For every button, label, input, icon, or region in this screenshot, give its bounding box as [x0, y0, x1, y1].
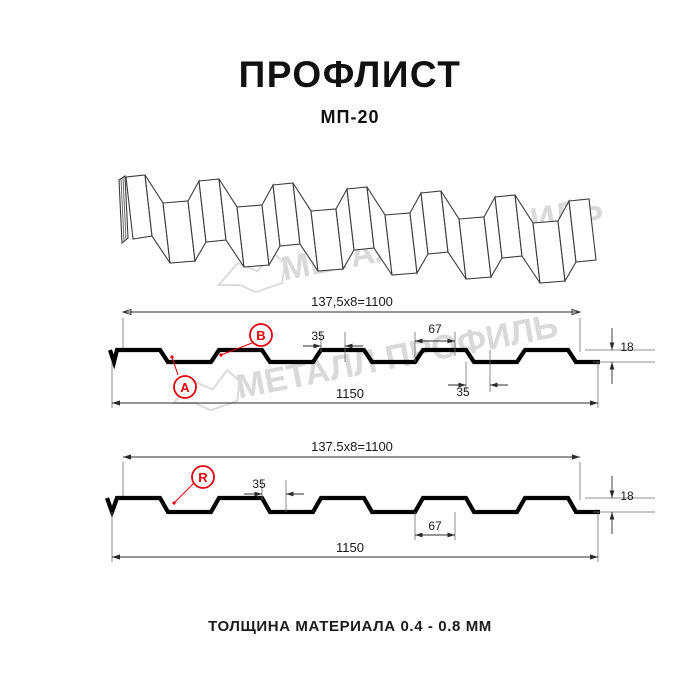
arrow-in [286, 491, 294, 497]
arrow-right [447, 532, 455, 538]
dim-rib-top-label: 35 [252, 477, 266, 491]
arrow-in [458, 382, 466, 388]
callout-a[interactable]: A [170, 355, 197, 399]
arrow-left [415, 338, 423, 344]
callout-anchor-dot [172, 501, 176, 505]
arrow-left [121, 308, 132, 316]
callout-r-label: R [198, 470, 208, 485]
arrow-down [609, 342, 615, 350]
profile-section-r: 137.5x8=1100 35 67 18 [105, 439, 655, 562]
arrow-left [415, 532, 423, 538]
callout-leader-line [173, 482, 195, 504]
dim-total-width-label: 1150 [336, 540, 364, 555]
callout-anchor-dot [170, 355, 174, 359]
product-model-label: МП-20 [320, 107, 380, 127]
dim-height-label: 18 [620, 340, 634, 354]
dim-total-width-label: 1150 [336, 386, 364, 401]
arrow-left [112, 554, 120, 560]
arrow-in [313, 343, 321, 349]
iso-rib-top [568, 198, 597, 263]
callout-circle[interactable] [249, 323, 273, 347]
dim-rib-bottom-label: 35 [456, 385, 470, 399]
arrow-right [590, 400, 598, 406]
watermark-logo-icon [171, 368, 241, 412]
dim-working-width-label: 137.5x8=1100 [311, 439, 393, 454]
callout-r[interactable]: R [172, 465, 215, 505]
dim-working-width-label: 137,5x8=1100 [311, 294, 393, 309]
iso-edge-lines [120, 177, 127, 242]
callout-b-label: B [256, 328, 265, 343]
arrow-in [345, 343, 353, 349]
profile-outline [105, 495, 600, 519]
arrow-up [609, 512, 615, 520]
callout-leader-line [220, 342, 253, 356]
arrow-left [112, 400, 120, 406]
callout-anchor-dot [219, 353, 223, 357]
callout-leader-line [171, 356, 179, 376]
callout-a-label: A [180, 380, 190, 395]
arrow-in [490, 382, 498, 388]
arrow-in [254, 491, 262, 497]
arrow-right [447, 338, 455, 344]
profile-section-a: 137,5x8=1100 35 67 35 [108, 294, 655, 408]
isometric-sheet-view [118, 174, 597, 284]
profile-outline [108, 347, 600, 370]
arrow-left [123, 454, 131, 460]
page-title: ПРОФЛИСТ [238, 54, 462, 95]
dim-rib-top-label: 35 [311, 329, 325, 343]
dim-height-label: 18 [620, 489, 634, 503]
arrow-up [609, 362, 615, 370]
arrow-right [572, 454, 580, 460]
dim-flat-label: 67 [428, 519, 442, 533]
iso-ribs [125, 174, 597, 284]
dim-flat-label: 67 [428, 322, 442, 336]
arrow-right [571, 308, 582, 316]
watermark-text: МЕТАЛЛ ПРОФИЛЬ [233, 307, 561, 407]
material-thickness-note: ТОЛЩИНА МАТЕРИАЛА 0.4 - 0.8 ММ [208, 618, 492, 635]
arrow-down [609, 490, 615, 498]
callout-b[interactable]: B [219, 323, 273, 357]
callout-circle[interactable] [173, 375, 197, 399]
callout-circle[interactable] [191, 465, 215, 489]
title-block: ПРОФЛИСТ МП-20 [0, 56, 700, 128]
arrow-right [590, 554, 598, 560]
